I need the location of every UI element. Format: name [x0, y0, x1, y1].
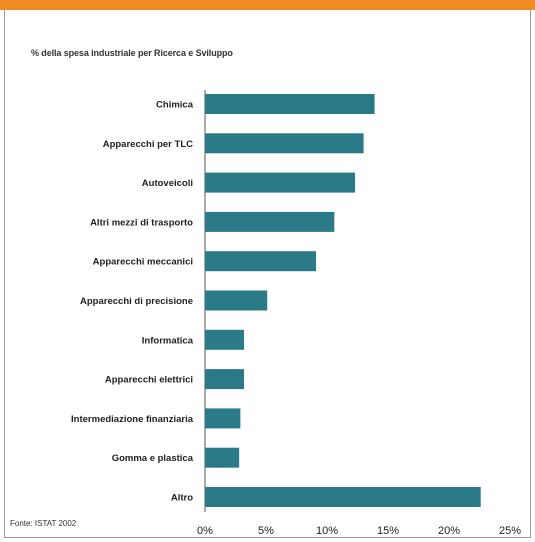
category-label: Altri mezzi di trasporto: [90, 217, 193, 228]
x-tick-label: 5%: [258, 525, 274, 537]
category-label: Informatica: [142, 335, 194, 346]
category-label: Autoveicoli: [142, 178, 193, 189]
category-label: Gomma e plastica: [112, 453, 194, 464]
x-tick-label: 20%: [438, 525, 460, 537]
bar: [205, 408, 240, 428]
category-label: Apparecchi per TLC: [103, 139, 193, 150]
x-tick-label: 10%: [316, 525, 338, 537]
bar: [205, 212, 334, 232]
x-tick-label: 25%: [499, 525, 521, 537]
x-tick-label: 0%: [197, 525, 213, 537]
bar: [205, 330, 244, 350]
category-label: Intermediazione finanziaria: [71, 414, 194, 425]
bar: [205, 369, 244, 389]
category-label: Altro: [171, 493, 193, 504]
x-tick-label: 15%: [377, 525, 399, 537]
bar: [205, 487, 481, 507]
bar: [205, 291, 267, 311]
bar: [205, 448, 239, 468]
category-label: Chimica: [156, 100, 194, 111]
bar: [205, 133, 364, 153]
bar: [205, 94, 375, 114]
bar: [205, 173, 355, 193]
category-label: Apparecchi meccanici: [93, 257, 193, 268]
category-label: Apparecchi di precisione: [80, 296, 193, 307]
category-label: Apparecchi elettrici: [105, 375, 193, 386]
bar: [205, 251, 316, 271]
